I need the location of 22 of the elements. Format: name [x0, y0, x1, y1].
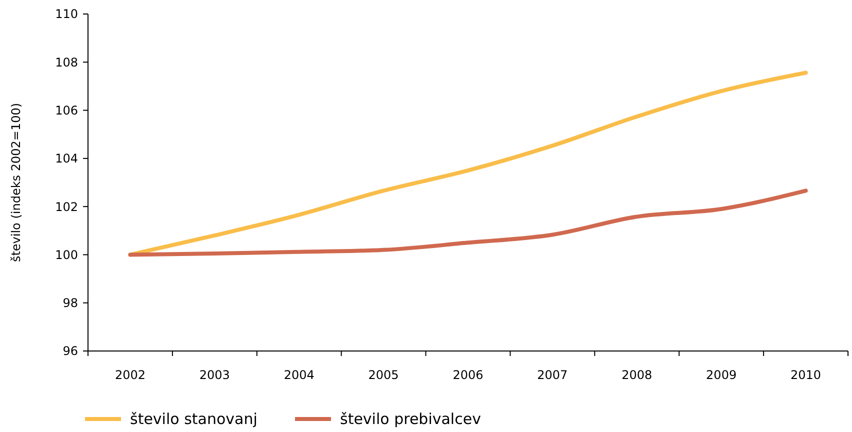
y-tick-label: 98 [62, 296, 78, 310]
x-tick-label: 2006 [452, 368, 484, 382]
y-tick-label: 100 [55, 248, 78, 262]
y-tick-label: 96 [62, 344, 78, 358]
legend-label: število prebivalcev [340, 410, 482, 428]
y-tick-label: 106 [55, 103, 78, 118]
line-series [128, 188, 808, 257]
x-tick-label: 2003 [199, 368, 230, 382]
x-tick-label: 2007 [537, 368, 568, 382]
y-tick-label: 104 [55, 152, 78, 166]
y-axis-title: število (indeks 2002=100) [9, 102, 23, 262]
x-tick-label: 2002 [114, 368, 146, 382]
y-tick-label: 108 [55, 55, 78, 70]
line-series [128, 70, 808, 257]
y-tick-label: 110 [55, 7, 78, 22]
x-tick-label: 2004 [284, 368, 314, 382]
x-tick-label: 2005 [368, 368, 399, 382]
y-tick-label: 102 [55, 200, 78, 214]
x-tick-label: 2009 [706, 368, 737, 382]
x-tick-label: 2008 [622, 368, 652, 382]
x-tick-label: 2010 [790, 368, 822, 382]
legend-label: število stanovanj [130, 410, 258, 428]
